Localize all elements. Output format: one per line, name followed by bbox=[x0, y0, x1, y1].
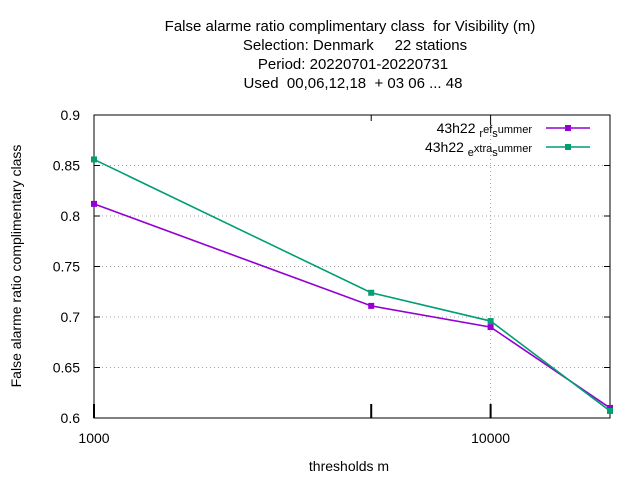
x-axis-label: thresholds m bbox=[309, 458, 389, 474]
legend-swatch-marker bbox=[565, 144, 571, 150]
grid-lines bbox=[94, 115, 610, 418]
series-layer bbox=[91, 156, 613, 414]
x-axis: 1000 10000 bbox=[78, 115, 510, 446]
chart-title-line-1: False alarme ratio complimentary class f… bbox=[164, 18, 536, 35]
series-line bbox=[93, 158, 611, 412]
chart-title-line-3: Period: 20220701-20220731 bbox=[257, 56, 449, 73]
y-axis: 0.6 0.65 0.7 0.75 0.8 0.85 0.9 bbox=[53, 107, 610, 426]
chart-title-line-2: Selection: Denmark 22 stations bbox=[242, 37, 468, 54]
data-point bbox=[607, 407, 613, 414]
plot-border bbox=[93, 114, 611, 419]
legend-swatch-marker bbox=[565, 125, 571, 131]
y-tick-label: 0.6 bbox=[61, 410, 81, 426]
series-line bbox=[93, 203, 611, 409]
x-tick-label: 10000 bbox=[471, 430, 510, 446]
y-tick-label: 0.8 bbox=[61, 208, 81, 224]
y-tick-label: 0.9 bbox=[61, 107, 81, 123]
data-point bbox=[607, 404, 613, 411]
data-point bbox=[487, 318, 494, 325]
y-tick-label: 0.7 bbox=[61, 309, 81, 325]
y-tick-label: 0.65 bbox=[53, 360, 80, 376]
data-point bbox=[368, 302, 375, 309]
data-point bbox=[487, 324, 494, 331]
data-point bbox=[368, 289, 375, 296]
legend-label: 43h22 refsummer bbox=[437, 120, 533, 140]
chart-title-line-4: Used 00,06,12,18 + 03 06 ... 48 bbox=[243, 75, 463, 92]
x-tick-label: 1000 bbox=[78, 430, 109, 446]
legend-label: 43h22 extrasummer bbox=[425, 139, 532, 159]
y-tick-label: 0.85 bbox=[53, 158, 80, 174]
y-tick-label: 0.75 bbox=[53, 259, 80, 275]
y-axis-label: False alarme ratio complimentary class bbox=[8, 145, 24, 388]
data-point bbox=[91, 156, 97, 163]
data-point bbox=[91, 200, 97, 207]
